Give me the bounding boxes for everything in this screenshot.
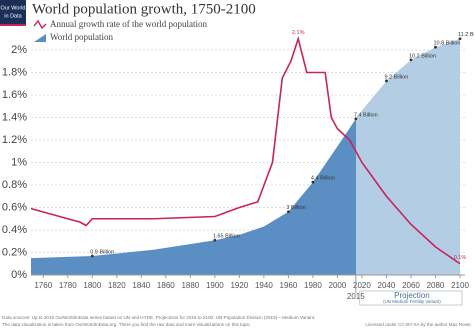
x-tick-label: 1860 [157, 281, 175, 290]
population-point [434, 45, 437, 49]
population-label: 7.4 Billion [354, 112, 378, 118]
x-tick-label: 1920 [230, 281, 248, 290]
y-tick-label: 2% [11, 44, 27, 56]
projection-year-label: 2015 [347, 292, 365, 301]
footer-note: The data visualization is taken from Our… [2, 322, 251, 327]
x-tick-label: 1960 [280, 281, 298, 290]
y-tick-label: 0.8% [2, 179, 27, 191]
y-tick-label: 0% [11, 269, 27, 281]
population-point [458, 37, 462, 41]
footer-sources: Data sources: Up to 2015 OurWorldInData … [2, 315, 315, 320]
population-point [354, 117, 358, 121]
y-tick-label: 0.4% [2, 224, 27, 236]
logo-stripe [0, 24, 26, 26]
y-tick-label: 0.6% [2, 201, 27, 213]
population-label: 0.9 Billion [90, 249, 114, 255]
footer-license: Licensed under CC-BY-SA by the author Ma… [365, 322, 472, 327]
legend-label: Annual growth rate of the world populati… [50, 19, 207, 29]
x-tick-label: 2060 [402, 281, 420, 290]
logo-box [0, 0, 26, 24]
y-tick-label: 1.2% [2, 134, 27, 146]
logo-text: Our World [1, 5, 26, 11]
x-tick-label: 1820 [108, 281, 126, 290]
logo-text: in Data [4, 13, 22, 19]
legend-area [34, 34, 46, 42]
population-label: 9.2 Billion [384, 74, 408, 80]
population-point [385, 79, 388, 83]
chart-title: World population growth, 1750-2100 [32, 1, 256, 17]
x-tick-label: 1840 [132, 281, 150, 290]
x-tick-label: 2000 [329, 281, 347, 290]
x-tick-label: 2100 [451, 281, 469, 290]
x-tick-label: 2040 [378, 281, 396, 290]
population-point [213, 238, 217, 242]
x-tick-label: 1760 [34, 281, 52, 290]
growth-label: 0.1% [454, 255, 467, 261]
x-tick-label: 1940 [255, 281, 273, 290]
legend-label: World population [50, 32, 114, 42]
projection-label: Projection [394, 291, 430, 300]
x-tick-label: 1900 [206, 281, 224, 290]
population-point [409, 58, 413, 62]
y-tick-label: 0.2% [2, 246, 27, 258]
y-tick-label: 1.8% [2, 66, 27, 78]
x-tick-label: 1800 [83, 281, 101, 290]
growth-label: 2.1% [292, 30, 305, 36]
x-tick-label: 1780 [59, 281, 77, 290]
population-label: 10.2 Billion [409, 53, 436, 59]
projection-sublabel: (UN Medium Fertility Variant) [383, 299, 441, 304]
population-label: 11.2 Billion [458, 32, 474, 38]
population-label: 10.8 Billion [433, 41, 460, 47]
population-area [31, 38, 460, 275]
projection-box [359, 290, 463, 306]
x-tick-label: 2080 [427, 281, 445, 290]
y-tick-label: 1.6% [2, 89, 27, 101]
growth-line [30, 35, 461, 265]
population-label: 4.4 Billion [311, 176, 335, 182]
x-tick-label: 2020 [353, 281, 371, 290]
population-label: 3 Billion [286, 205, 305, 211]
population-point [287, 210, 290, 214]
legend-line [33, 19, 47, 30]
population-point [311, 180, 315, 184]
population-point [90, 254, 94, 258]
y-tick-label: 1.4% [2, 111, 27, 123]
x-tick-label: 1980 [304, 281, 322, 290]
population-label: 1.65 Billion [213, 234, 240, 240]
y-tick-label: 1% [11, 156, 27, 168]
x-tick-label: 1880 [181, 281, 199, 290]
